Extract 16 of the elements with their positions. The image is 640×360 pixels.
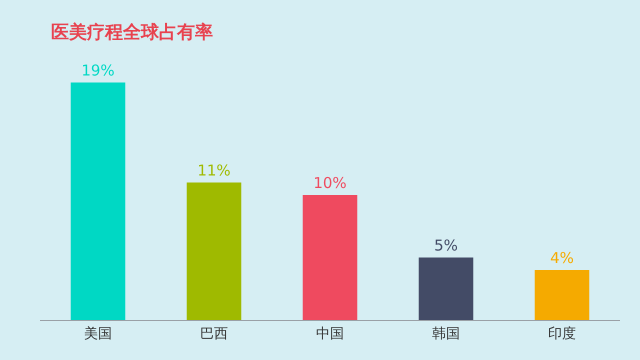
x-tick-label: 韩国 <box>432 326 460 342</box>
bar <box>70 82 126 320</box>
bar <box>302 195 358 320</box>
data-label: 19% <box>81 62 115 80</box>
bar <box>534 270 590 320</box>
x-tick-label: 美国 <box>84 326 112 342</box>
chart-title: 医美疗程全球占有率 <box>51 22 214 43</box>
data-label: 4% <box>550 249 574 267</box>
x-tick-label: 中国 <box>316 326 344 342</box>
data-label: 11% <box>197 162 231 180</box>
x-tick-label: 印度 <box>548 326 576 342</box>
bar <box>186 182 242 320</box>
bar <box>418 258 474 320</box>
data-label: 10% <box>313 174 347 192</box>
x-tick-label: 巴西 <box>200 326 228 342</box>
data-label: 5% <box>434 236 458 254</box>
